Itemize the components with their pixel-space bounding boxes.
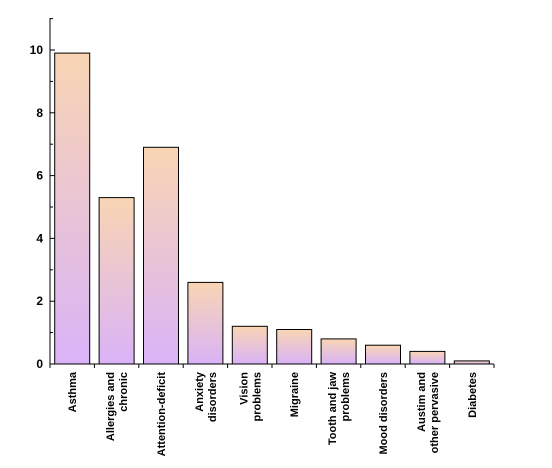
bar <box>98 197 135 365</box>
x-category-label: Migraine <box>289 372 301 417</box>
x-category-label-line: problems <box>340 372 352 422</box>
axis-labels: 0 2 4 6 8 10 Asthma Allergies and chronic Attenti… <box>30 43 479 456</box>
x-category-label: Tooth and jaw problems <box>327 372 352 446</box>
x-category-label-line: Diabetes <box>467 372 479 418</box>
y-tick-label: 2 <box>36 294 43 308</box>
x-category-label-line: Mood disorders <box>378 372 390 455</box>
x-category-label-line: Attention-deficit <box>156 372 168 457</box>
y-tick-label: 10 <box>30 43 44 57</box>
x-category-label-line: Austim and <box>416 372 428 432</box>
y-tick-label: 0 <box>36 357 43 371</box>
x-category-label: Diabetes <box>467 372 479 418</box>
x-category-label: Austim and other pervasive <box>416 372 441 453</box>
x-category-label-line: Asthma <box>67 371 79 412</box>
x-category-label: Vision problems <box>238 372 263 422</box>
axes <box>49 18 495 368</box>
bar <box>143 146 179 365</box>
bar <box>365 344 401 365</box>
bar <box>276 329 313 365</box>
y-tick-label: 6 <box>36 169 43 183</box>
x-category-label-line: chronic <box>118 372 130 412</box>
x-category-label-line: Tooth and jaw <box>327 372 339 446</box>
bar <box>187 281 224 365</box>
bars <box>54 52 490 365</box>
x-category-label-line: other pervasive <box>429 372 441 453</box>
x-category-label-line: Anxiety <box>194 371 206 412</box>
bar <box>409 350 446 365</box>
bar <box>54 52 91 365</box>
x-category-label-line: problems <box>251 372 263 422</box>
bar <box>320 338 357 365</box>
x-category-label: Anxiety disorders <box>194 371 219 422</box>
x-category-label-line: Migraine <box>289 372 301 417</box>
x-category-label-line: Vision <box>238 372 250 405</box>
x-category-label-line: disorders <box>207 372 219 422</box>
x-category-label-line: Allergies and <box>105 372 117 441</box>
y-tick-label: 8 <box>36 106 43 120</box>
x-category-label: Attention-deficit <box>156 372 168 457</box>
bar <box>231 325 268 365</box>
x-category-label: Asthma <box>67 371 79 412</box>
y-tick-label: 4 <box>36 231 43 245</box>
x-category-label: Allergies and chronic <box>105 372 130 441</box>
x-category-label: Mood disorders <box>378 372 390 455</box>
